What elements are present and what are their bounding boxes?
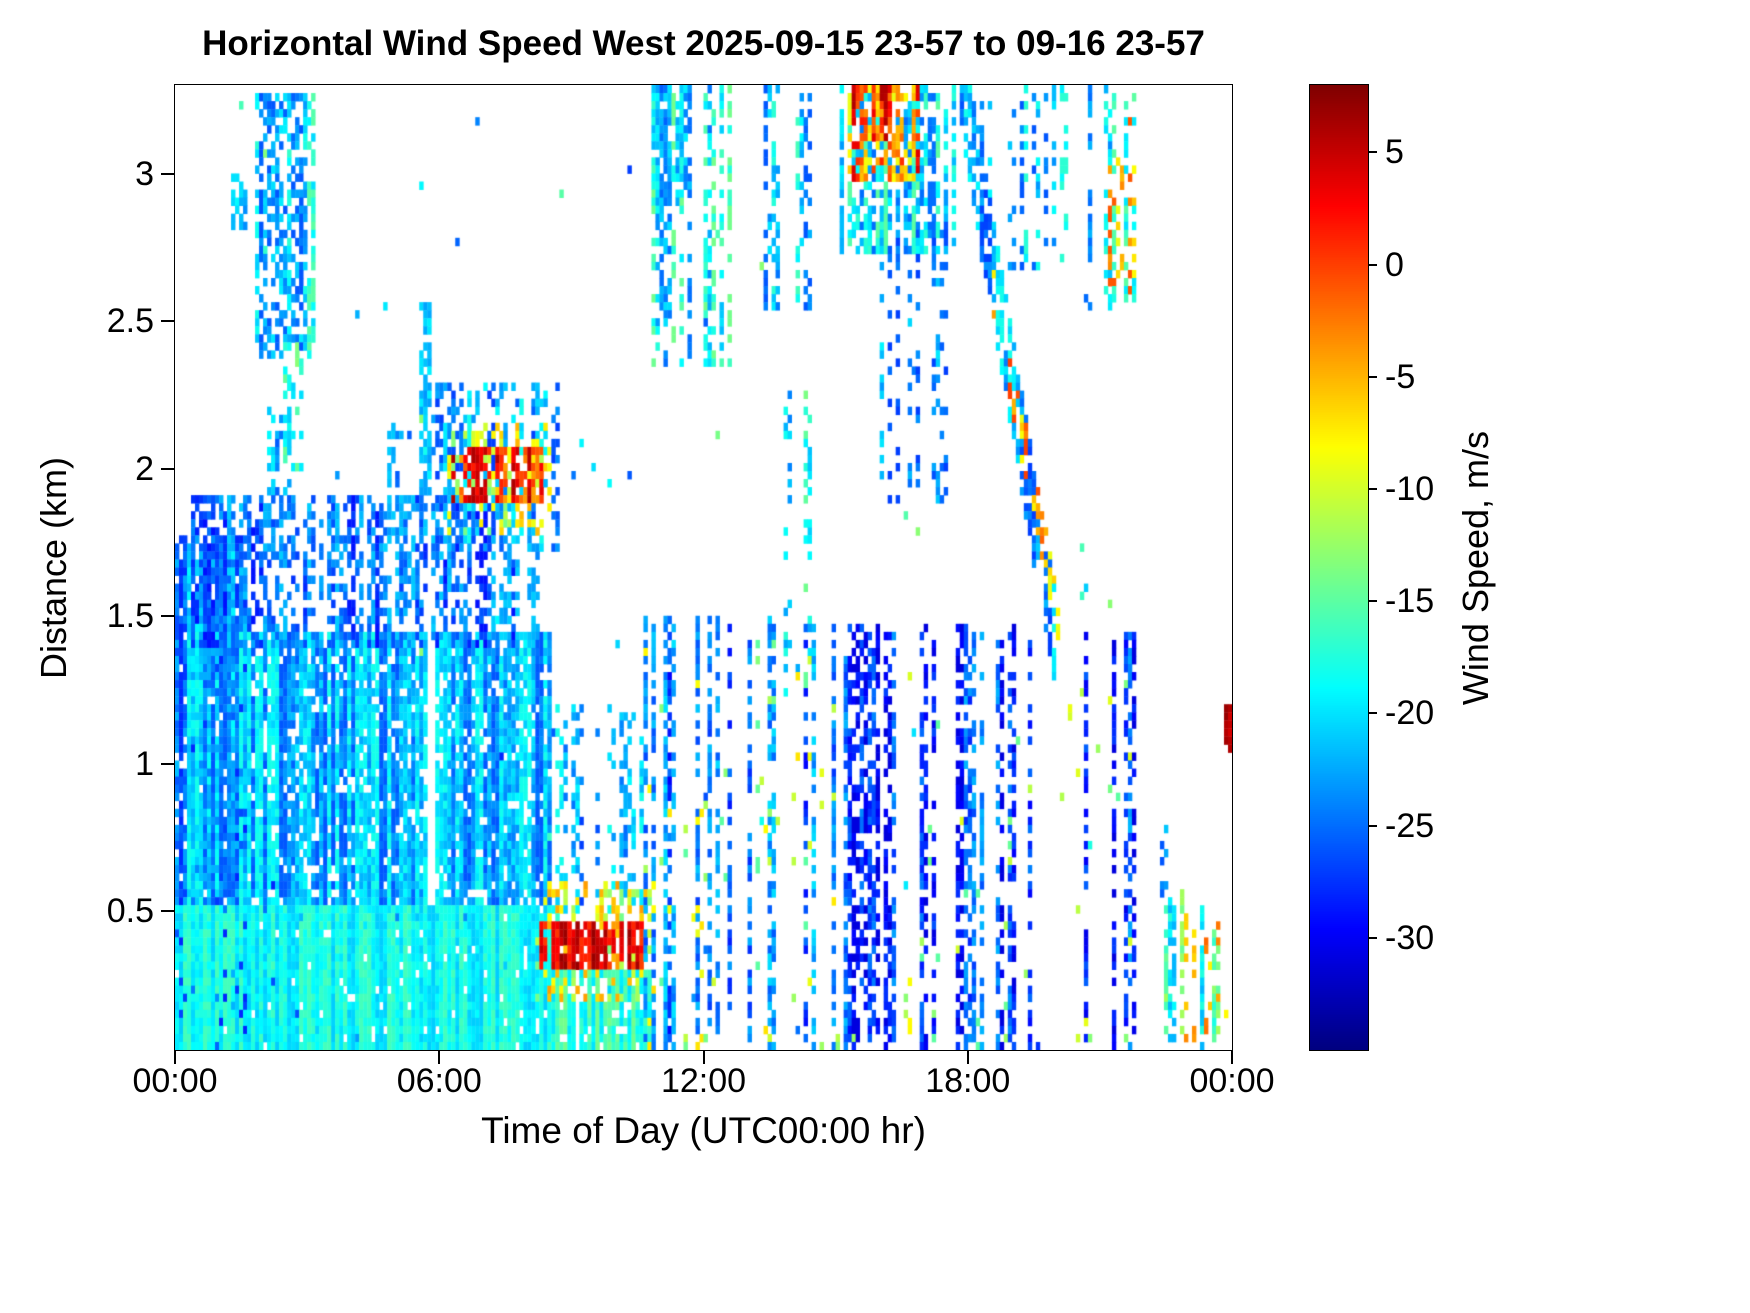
y-tick-label: 0.5 bbox=[106, 892, 154, 931]
y-tick-label: 1.5 bbox=[106, 597, 154, 636]
x-tick-label: 18:00 bbox=[925, 1062, 1011, 1100]
y-tick-mark bbox=[161, 762, 175, 765]
x-axis-label: Time of Day (UTC00:00 hr) bbox=[481, 1110, 926, 1151]
colorbar-tick-label: -20 bbox=[1385, 694, 1435, 733]
colorbar-tick-mark bbox=[1368, 375, 1377, 378]
colorbar-label-wrap: Wind Speed, m/s bbox=[1448, 85, 1504, 1050]
x-tick-mark bbox=[438, 1050, 441, 1064]
y-tick-label: 3 bbox=[135, 154, 154, 193]
colorbar-tick-label: -10 bbox=[1385, 469, 1435, 508]
colorbar-tick-label: 5 bbox=[1385, 133, 1404, 172]
x-tick-label: 12:00 bbox=[660, 1062, 747, 1100]
x-tick-mark bbox=[174, 1050, 176, 1064]
colorbar-tick-label: -25 bbox=[1385, 806, 1435, 845]
colorbar-tick-mark bbox=[1368, 936, 1377, 939]
colorbar-tick-label: 0 bbox=[1385, 245, 1404, 284]
y-tick-label: 2.5 bbox=[106, 302, 154, 341]
x-tick-mark bbox=[966, 1050, 969, 1064]
colorbar-tick-label: -30 bbox=[1385, 918, 1435, 957]
x-tick-label: 06:00 bbox=[396, 1062, 482, 1100]
x-tick-mark bbox=[1231, 1050, 1233, 1064]
y-tick-mark bbox=[161, 172, 175, 175]
y-axis-label: Distance (km) bbox=[33, 456, 74, 679]
y-tick-mark bbox=[161, 910, 175, 913]
colorbar-tick-label: -15 bbox=[1385, 582, 1435, 621]
colorbar-tick-mark bbox=[1368, 600, 1377, 603]
colorbar-tick-label: -5 bbox=[1385, 357, 1416, 396]
x-tick-label: 00:00 bbox=[1189, 1062, 1275, 1100]
y-tick-label: 2 bbox=[135, 449, 154, 488]
colorbar-label: Wind Speed, m/s bbox=[1455, 430, 1496, 705]
heatmap-canvas bbox=[175, 85, 1232, 1050]
colorbar-tick-mark bbox=[1368, 824, 1377, 827]
colorbar-tick-mark bbox=[1368, 151, 1377, 154]
colorbar-gradient bbox=[1310, 85, 1368, 1050]
chart-title: Horizontal Wind Speed West 2025-09-15 23… bbox=[202, 24, 1205, 63]
x-tick-label: 00:00 bbox=[132, 1062, 218, 1100]
colorbar-tick-mark bbox=[1368, 263, 1377, 266]
y-tick-mark bbox=[161, 615, 175, 618]
colorbar-tick-mark bbox=[1368, 487, 1377, 490]
x-tick-mark bbox=[702, 1050, 705, 1064]
y-tick-label: 1 bbox=[135, 744, 154, 783]
y-tick-mark bbox=[161, 320, 175, 323]
colorbar-tick-mark bbox=[1368, 712, 1377, 715]
y-tick-mark bbox=[161, 467, 175, 470]
